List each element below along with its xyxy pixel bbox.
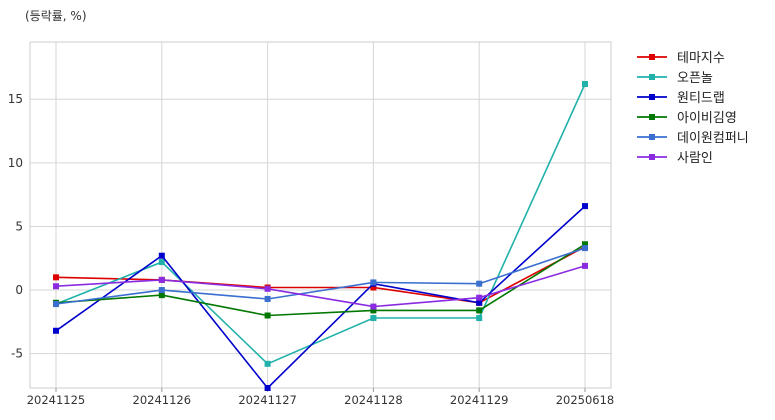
data-point	[158, 287, 165, 294]
data-point	[582, 262, 588, 269]
legend-marker	[649, 134, 655, 140]
series-path	[55, 83, 586, 365]
data-point	[158, 259, 165, 266]
data-point	[476, 299, 483, 306]
plot-frame	[29, 41, 612, 389]
series-line	[53, 80, 588, 367]
y-tick-label: 5	[15, 219, 23, 233]
data-point	[264, 385, 271, 391]
series-path	[55, 247, 586, 305]
data-point	[370, 279, 377, 286]
data-point	[158, 292, 165, 299]
legend-marker	[649, 74, 655, 80]
series-layer	[53, 80, 588, 391]
series-line	[53, 245, 588, 308]
y-tick-label: 15	[8, 92, 23, 106]
data-point	[264, 295, 271, 302]
data-point	[53, 301, 59, 308]
grid	[30, 42, 611, 388]
data-point	[582, 245, 588, 252]
data-point	[476, 280, 483, 287]
x-tick-label: 20241128	[344, 393, 403, 407]
x-tick-label: 20250618	[556, 393, 615, 407]
data-point	[53, 274, 59, 281]
legend-item: 아이비김영	[637, 111, 737, 126]
legend-label: 오픈놀	[677, 71, 713, 86]
legend-label: 원티드랩	[677, 91, 725, 106]
series-path	[55, 205, 586, 390]
legend-marker	[649, 154, 655, 160]
legend-item: 오픈놀	[637, 71, 713, 86]
legend-item: 데이원컴퍼니	[637, 131, 749, 146]
x-tick-label: 20241125	[27, 393, 86, 407]
legend-item: 원티드랩	[637, 91, 725, 106]
legend-marker	[649, 114, 655, 120]
data-point	[370, 307, 377, 314]
legend-label: 테마지수	[677, 51, 725, 66]
legend-marker	[649, 54, 655, 60]
data-point	[370, 315, 377, 322]
data-point	[53, 283, 59, 290]
x-axis: 20241125 20241126 20241127 20241128 20241129…	[27, 388, 615, 407]
data-point	[582, 203, 588, 210]
data-point	[476, 315, 483, 322]
x-tick-label: 20241127	[238, 393, 297, 407]
data-point	[370, 284, 377, 291]
unit-label: (등락률, %)	[25, 9, 87, 23]
data-point	[476, 294, 483, 301]
data-point	[264, 285, 271, 292]
data-point	[582, 241, 588, 248]
series-path	[55, 243, 586, 317]
data-point	[53, 327, 59, 334]
legend-marker	[649, 94, 655, 100]
y-tick-label: 0	[15, 283, 23, 297]
data-point	[476, 307, 483, 314]
legend-label: 아이비김영	[677, 111, 737, 126]
data-point	[158, 276, 165, 283]
y-axis: -5 0 5 10 15	[8, 92, 23, 360]
series-path	[55, 246, 586, 304]
x-tick-label: 20241129	[450, 393, 509, 407]
y-tick-label: -5	[11, 347, 23, 361]
legend-label: 사람인	[677, 151, 713, 166]
data-point	[370, 303, 377, 310]
data-point	[264, 312, 271, 319]
data-point	[264, 360, 271, 367]
data-point	[158, 252, 165, 259]
legend-label: 데이원컴퍼니	[677, 131, 749, 146]
legend-item: 사람인	[637, 151, 713, 166]
y-tick-label: 10	[8, 156, 23, 170]
series-line	[53, 262, 588, 310]
data-point	[582, 80, 588, 87]
series-path	[55, 265, 586, 308]
x-tick-label: 20241126	[133, 393, 192, 407]
legend-item: 테마지수	[637, 51, 725, 66]
